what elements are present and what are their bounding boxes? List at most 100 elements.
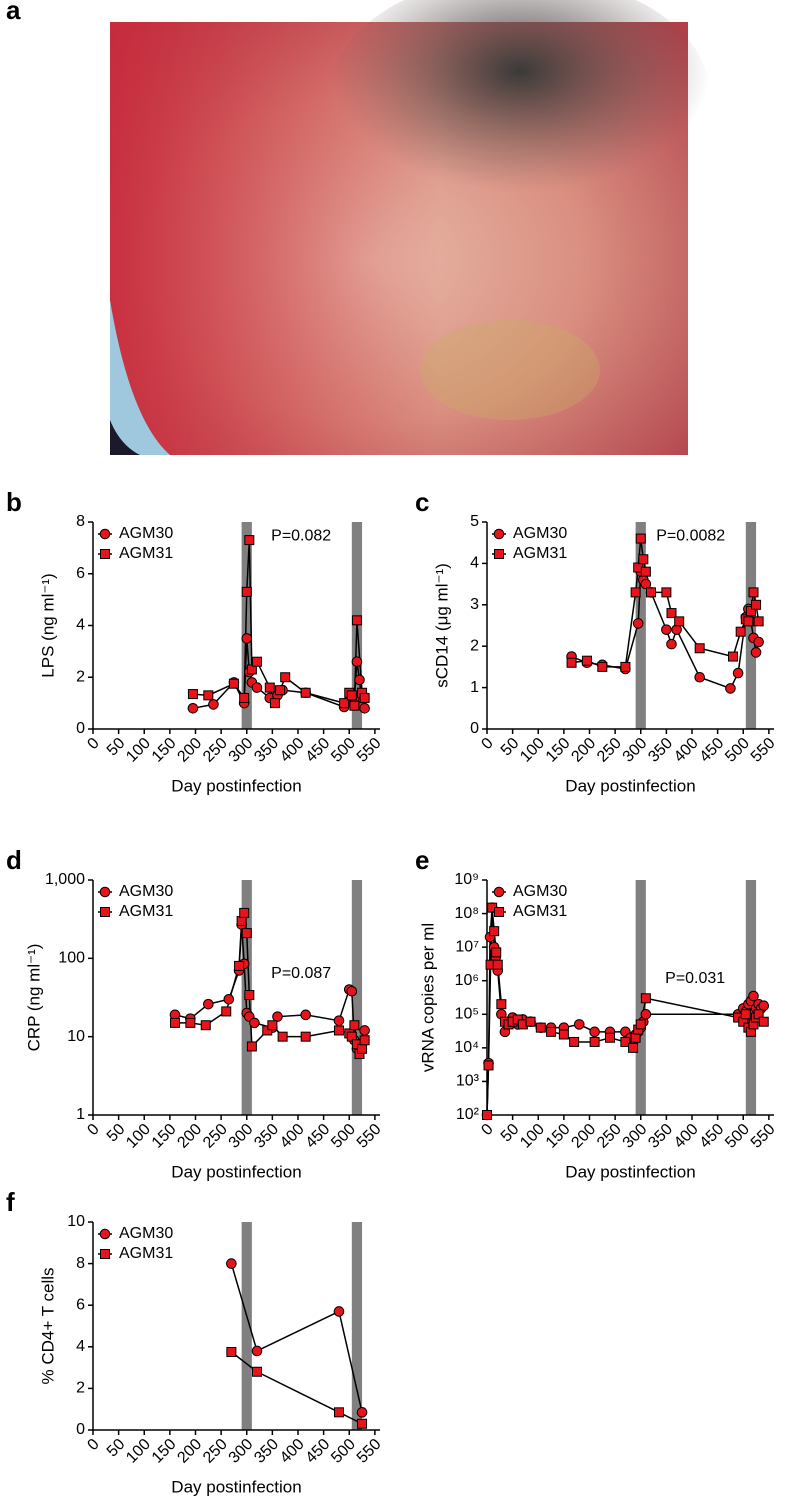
- data-point: [735, 626, 746, 637]
- data-point: [241, 633, 253, 644]
- x-tick-label: 250: [200, 1121, 231, 1152]
- data-point: [753, 1009, 764, 1020]
- data-point: [751, 599, 762, 610]
- data-point: [226, 1258, 237, 1269]
- x-tick-label: 250: [594, 1121, 625, 1152]
- y-tick-label: 2: [470, 637, 479, 654]
- legend-marker: [99, 1228, 111, 1240]
- data-point: [569, 1036, 580, 1047]
- x-tick-label: 500: [722, 1121, 753, 1152]
- y-axis-title: sCD14 (μg ml⁻¹): [432, 563, 451, 688]
- y-tick-label: 5: [470, 513, 479, 530]
- data-point: [483, 1060, 494, 1071]
- legend-marker: [99, 528, 111, 540]
- x-tick-label: 400: [671, 1121, 702, 1152]
- x-axis-title: Day postinfection: [171, 1162, 301, 1181]
- legend-label: AGM30: [119, 883, 173, 900]
- y-tick-label: 100: [58, 950, 85, 967]
- data-point: [354, 674, 365, 686]
- data-point: [351, 656, 363, 668]
- y-axis-title: CRP (ng ml⁻¹): [24, 944, 43, 1052]
- annotation: P=0.0082: [656, 528, 725, 545]
- panel-letter: c: [415, 487, 429, 517]
- x-tick-label: 0: [84, 1121, 102, 1139]
- data-point: [740, 1009, 751, 1020]
- x-tick-label: 500: [328, 1436, 359, 1467]
- legend-marker: [494, 549, 504, 559]
- y-tick-label: 1: [76, 1106, 85, 1123]
- legend-marker: [100, 1249, 110, 1259]
- data-point: [226, 1347, 237, 1357]
- data-point: [246, 664, 257, 675]
- data-point: [241, 586, 252, 597]
- panel-letter: f: [6, 1187, 15, 1217]
- x-tick-label: 550: [354, 1436, 385, 1467]
- shaded-region: [241, 522, 252, 729]
- data-point: [277, 1031, 288, 1042]
- data-point: [620, 1036, 631, 1047]
- x-tick-label: 250: [200, 1436, 231, 1467]
- panel-letter: a: [6, 0, 21, 25]
- data-point: [272, 1011, 283, 1022]
- x-tick-label: 250: [594, 735, 625, 766]
- data-point: [492, 959, 503, 970]
- x-tick-label: 500: [328, 1121, 359, 1152]
- data-point: [334, 1407, 344, 1418]
- data-point: [221, 1006, 232, 1017]
- data-point: [359, 703, 370, 714]
- x-tick-label: 0: [478, 735, 496, 753]
- panel-letter: d: [6, 845, 22, 875]
- x-tick-label: 450: [303, 1121, 334, 1152]
- y-tick-label: 4: [76, 617, 85, 634]
- data-point: [589, 1036, 600, 1047]
- legend-label: AGM30: [513, 525, 567, 542]
- data-point: [185, 1017, 196, 1028]
- data-point: [482, 1110, 492, 1120]
- data-point: [620, 661, 631, 672]
- x-tick-label: 550: [354, 1121, 385, 1152]
- y-tick-label: 4: [76, 1338, 85, 1355]
- data-point: [249, 1017, 260, 1029]
- data-point: [566, 657, 577, 668]
- y-tick-label: 8: [76, 1255, 85, 1272]
- x-tick-label: 450: [697, 735, 728, 766]
- data-point: [666, 608, 677, 619]
- x-tick-label: 200: [568, 1121, 599, 1152]
- data-point: [252, 1366, 262, 1377]
- data-point: [661, 624, 672, 635]
- legend-label: AGM30: [513, 883, 567, 900]
- data-point: [632, 618, 644, 629]
- data-point: [558, 1029, 569, 1040]
- x-tick-label: 100: [123, 1436, 154, 1467]
- data-point: [251, 682, 263, 693]
- y-tick-label: 0: [76, 720, 85, 737]
- data-point: [661, 587, 672, 598]
- x-tick-label: 400: [277, 1436, 308, 1467]
- data-point: [356, 1407, 368, 1418]
- data-point: [359, 1025, 370, 1036]
- data-point: [339, 698, 350, 709]
- series-line: [486, 907, 765, 1116]
- y-tick-label: 0: [76, 1421, 85, 1438]
- data-point: [349, 700, 360, 711]
- y-axis-title: vRNA copies per ml: [418, 923, 437, 1072]
- x-tick-label: 0: [478, 1121, 496, 1139]
- legend-marker: [493, 886, 505, 898]
- x-tick-label: 350: [251, 735, 282, 766]
- data-point: [300, 1031, 311, 1042]
- data-point: [597, 661, 608, 672]
- y-tick-label: 4: [470, 555, 479, 572]
- x-tick-label: 250: [200, 735, 231, 766]
- data-point: [646, 587, 656, 598]
- x-tick-label: 350: [251, 1436, 282, 1467]
- x-axis-title: Day postinfection: [565, 1162, 695, 1181]
- shaded-region: [635, 880, 646, 1115]
- shaded-region: [351, 1222, 363, 1430]
- x-tick-label: 100: [123, 735, 154, 766]
- data-point: [745, 606, 756, 617]
- data-point: [758, 1016, 769, 1027]
- y-tick-label: 6: [76, 565, 85, 582]
- data-point: [187, 689, 198, 700]
- panel-letter: e: [415, 845, 429, 875]
- data-point: [359, 1035, 370, 1046]
